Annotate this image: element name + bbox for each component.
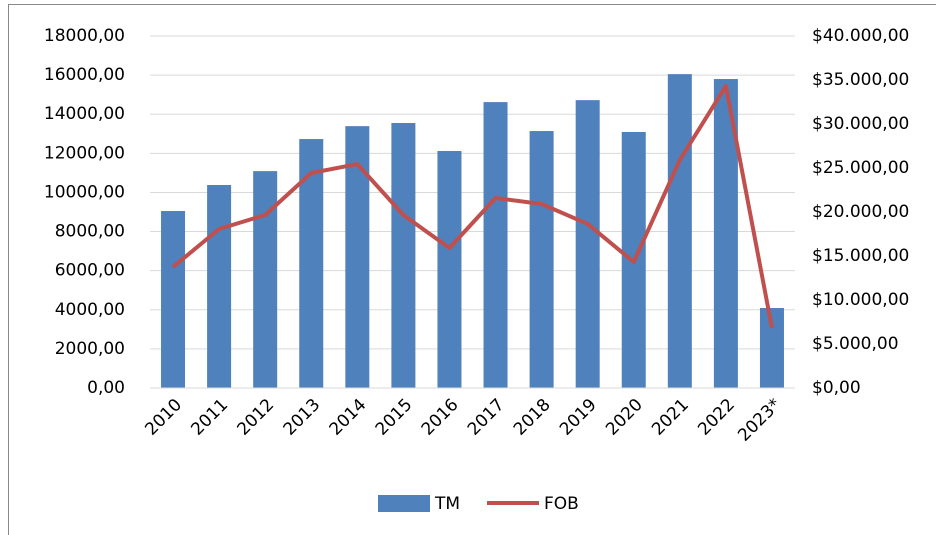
bar	[483, 102, 508, 388]
bar	[391, 123, 416, 389]
y-tick-label: 10000,00	[44, 182, 125, 202]
bar	[345, 126, 370, 388]
bar	[575, 100, 600, 389]
y2-tick-label: $20.000,00	[812, 202, 909, 222]
y-tick-label: 14000,00	[44, 104, 125, 124]
bar	[253, 171, 278, 388]
legend-swatch	[378, 495, 430, 512]
y-tick-label: 18000,00	[44, 26, 125, 46]
y2-tick-label: $10.000,00	[812, 290, 909, 310]
y2-tick-label: $5.000,00	[812, 334, 899, 354]
legend-label: FOB	[544, 494, 579, 514]
bar	[667, 74, 692, 388]
y-tick-label: 6000,00	[55, 261, 125, 281]
y2-tick-label: $0,00	[812, 378, 861, 398]
bar	[437, 150, 462, 388]
y2-tick-label: $40.000,00	[812, 26, 909, 46]
y-tick-label: 2000,00	[55, 339, 125, 359]
y2-tick-label: $30.000,00	[812, 114, 909, 134]
bar	[299, 139, 324, 388]
chart-frame	[8, 4, 936, 535]
y2-tick-label: $35.000,00	[812, 70, 909, 90]
y-tick-label: 8000,00	[55, 222, 125, 242]
y-tick-label: 16000,00	[44, 65, 125, 85]
legend-label: TM	[434, 494, 460, 514]
bar	[161, 211, 186, 388]
bar	[207, 185, 232, 388]
y2-tick-label: $25.000,00	[812, 158, 909, 178]
line	[171, 83, 774, 329]
y-tick-label: 4000,00	[55, 300, 125, 320]
bar	[529, 131, 554, 389]
y2-tick-label: $15.000,00	[812, 246, 909, 266]
y-tick-label: 12000,00	[44, 143, 125, 163]
y-tick-label: 0,00	[87, 378, 125, 398]
